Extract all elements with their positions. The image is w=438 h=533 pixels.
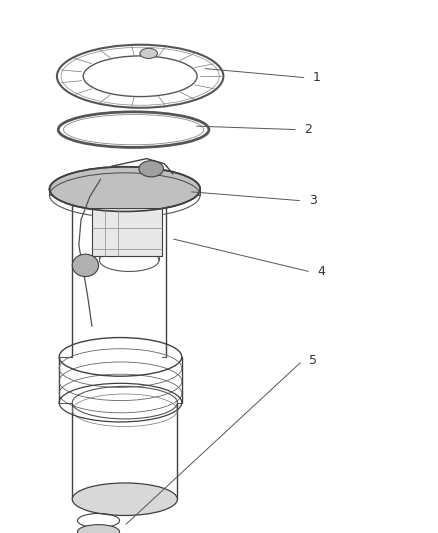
Ellipse shape <box>78 524 120 533</box>
Text: 5: 5 <box>309 354 317 367</box>
Ellipse shape <box>139 160 163 177</box>
Polygon shape <box>92 208 162 256</box>
Text: 2: 2 <box>304 123 312 136</box>
Ellipse shape <box>140 49 158 59</box>
Text: 4: 4 <box>318 265 325 278</box>
Ellipse shape <box>72 483 177 515</box>
Ellipse shape <box>49 167 200 212</box>
Ellipse shape <box>72 254 99 277</box>
Text: 3: 3 <box>309 195 317 207</box>
Text: 1: 1 <box>313 71 321 84</box>
